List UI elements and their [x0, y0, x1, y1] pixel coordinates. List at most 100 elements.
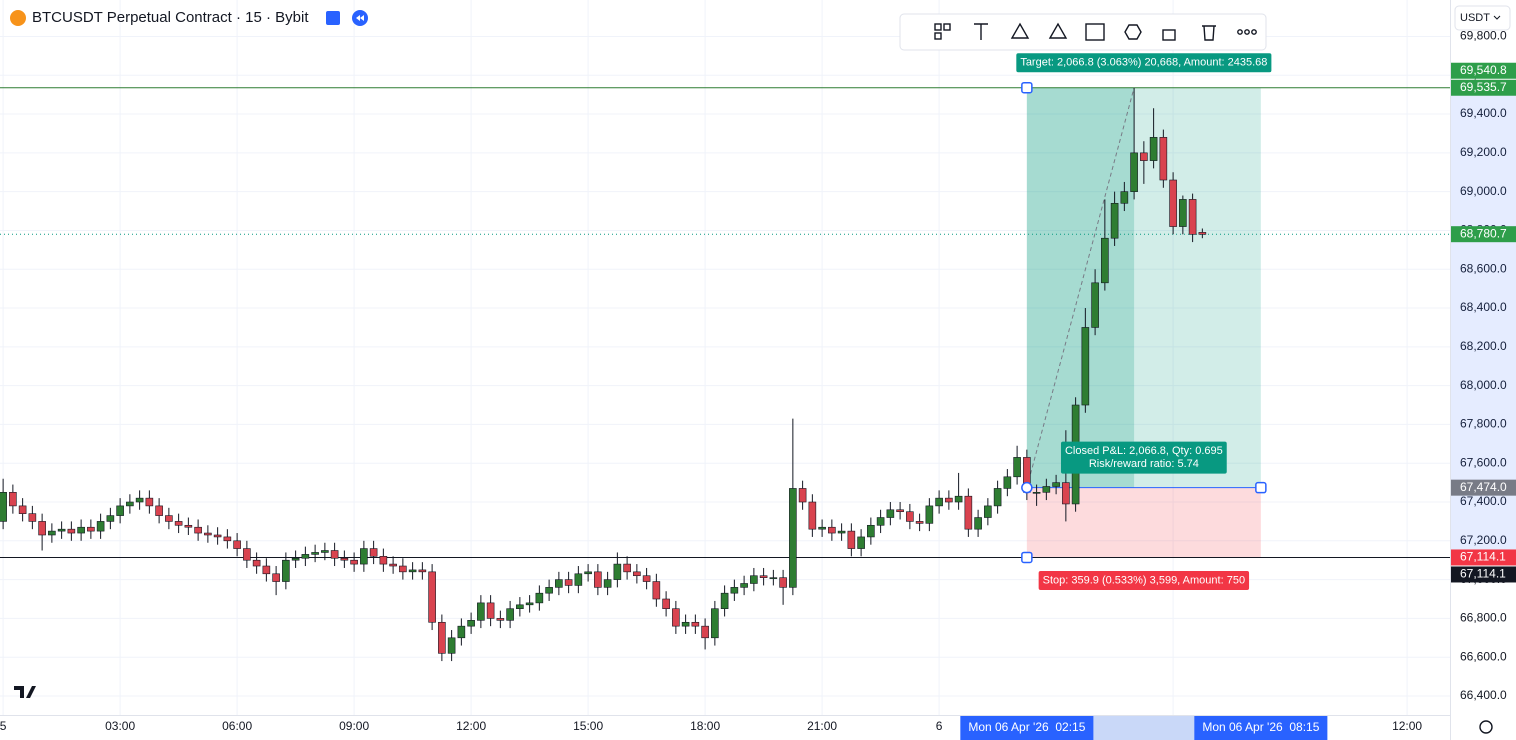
- candle-body: [87, 526, 95, 532]
- candle-body: [642, 575, 651, 582]
- candle-body: [896, 509, 904, 513]
- label-text: Stop: 359.9 (0.533%) 3,599, Amount: 750: [1043, 574, 1245, 586]
- price-label: 69,535.7: [1460, 80, 1507, 94]
- candle-body: [194, 526, 202, 534]
- tool-icon[interactable]: [1244, 29, 1250, 35]
- x-tick-label: 5: [0, 719, 7, 733]
- candle-body: [223, 536, 232, 542]
- label-box: [1016, 53, 1272, 73]
- y-tick-label: 69,000.0: [1460, 184, 1507, 198]
- candle-body: [428, 571, 436, 623]
- candle-body: [48, 530, 56, 536]
- time-axis-border: [0, 715, 1450, 716]
- candle-body: [116, 505, 124, 516]
- y-tick-label: 68,400.0: [1460, 300, 1507, 314]
- candle-body: [0, 492, 7, 522]
- handle[interactable]: [1021, 551, 1033, 564]
- y-tick-label: 66,400.0: [1460, 688, 1507, 702]
- candle-body: [691, 621, 700, 627]
- tool-icon[interactable]: [1251, 29, 1257, 35]
- candle-body: [165, 515, 173, 522]
- candle-body: [77, 526, 85, 534]
- candle-body: [1101, 237, 1109, 284]
- candle-body: [1052, 482, 1060, 487]
- x-tick-label: 12:00: [1392, 719, 1422, 733]
- y-tick-label: 67,600.0: [1460, 455, 1507, 469]
- candle-body: [867, 524, 875, 538]
- candle-body: [447, 637, 456, 654]
- tool-icon[interactable]: [934, 23, 942, 31]
- candle-body: [1091, 282, 1099, 328]
- currency-select[interactable]: [1454, 5, 1511, 31]
- candle-body: [954, 495, 963, 503]
- tool-icon[interactable]: [1202, 25, 1216, 41]
- toolbar-bg: [899, 13, 1267, 51]
- axis-highlight: [1451, 87, 1516, 558]
- y-tick-label: 68,000.0: [1460, 378, 1507, 392]
- tool-icon[interactable]: [943, 23, 951, 31]
- tool-icon[interactable]: [934, 32, 942, 40]
- candle-body: [925, 505, 934, 524]
- time-label-box: [960, 716, 1094, 740]
- candle-body: [652, 581, 661, 600]
- label-text: Closed P&L: 2,066.8, Qty: 0.695: [1065, 445, 1223, 457]
- candle-body: [779, 577, 787, 588]
- candle-body: [945, 497, 953, 503]
- candle-body: [603, 579, 612, 588]
- axes: 66,400.066,600.066,800.067,000.067,200.0…: [0, 29, 1516, 740]
- coin-icon: [10, 10, 26, 26]
- candle-body: [701, 625, 709, 639]
- candle-body: [496, 618, 505, 621]
- settings-icon[interactable]: [1479, 720, 1493, 734]
- candle-body: [350, 559, 358, 565]
- tool-icon[interactable]: [1048, 22, 1068, 39]
- candle-body: [818, 526, 826, 530]
- candle-body: [906, 511, 914, 522]
- candle-body: [876, 517, 885, 526]
- candle-body: [321, 550, 329, 553]
- x-tick-label: 6: [936, 719, 943, 733]
- entry-handle: [1021, 481, 1033, 494]
- y-tick-label: 69,400.0: [1460, 106, 1507, 120]
- candle-body: [545, 587, 553, 594]
- position-label: Stop: 359.9 (0.533%) 3,599, Amount: 750: [1038, 570, 1250, 590]
- tool-icon[interactable]: [974, 23, 988, 40]
- candle-body: [1140, 152, 1148, 161]
- handle[interactable]: [1255, 481, 1267, 494]
- tool-icon[interactable]: [1010, 22, 1030, 39]
- tool-icon[interactable]: [1162, 29, 1176, 41]
- candle-body: [1120, 191, 1129, 204]
- candle-body: [857, 536, 865, 549]
- candle-body: [252, 559, 261, 567]
- x-tick-label: 15:00: [573, 719, 603, 733]
- currency-label: USDT: [1460, 12, 1490, 24]
- candle-body: [174, 521, 183, 526]
- tool-icon[interactable]: [1237, 29, 1243, 35]
- candle-body: [574, 573, 583, 586]
- candle-body: [28, 513, 37, 522]
- candle-body: [720, 592, 729, 610]
- candle-body: [1188, 199, 1197, 235]
- candle-body: [57, 528, 66, 532]
- candle-body: [662, 598, 670, 610]
- price-label: 67,474.0: [1460, 480, 1507, 494]
- tool-icon[interactable]: [1124, 24, 1142, 40]
- flag-icon[interactable]: [326, 11, 340, 25]
- price-label: 69,540.8: [1460, 63, 1507, 77]
- y-tick-label: 67,200.0: [1460, 533, 1507, 547]
- price-axis-border: [1450, 0, 1451, 740]
- candle-body: [808, 501, 817, 530]
- candle-body: [828, 526, 836, 534]
- candle-body: [798, 488, 807, 503]
- candle-body: [135, 497, 144, 503]
- candle-body: [974, 517, 982, 530]
- candle-body: [155, 505, 163, 516]
- handle[interactable]: [1021, 81, 1033, 94]
- candle-body: [1081, 327, 1090, 406]
- candle-body: [1032, 492, 1041, 494]
- plot: Target: 2,066.8 (3.063%) 20,668, Amount:…: [0, 53, 1450, 662]
- candle-body: [360, 548, 368, 565]
- candle-body: [915, 521, 924, 524]
- tool-icon[interactable]: [1085, 23, 1105, 41]
- candle-body: [369, 548, 378, 557]
